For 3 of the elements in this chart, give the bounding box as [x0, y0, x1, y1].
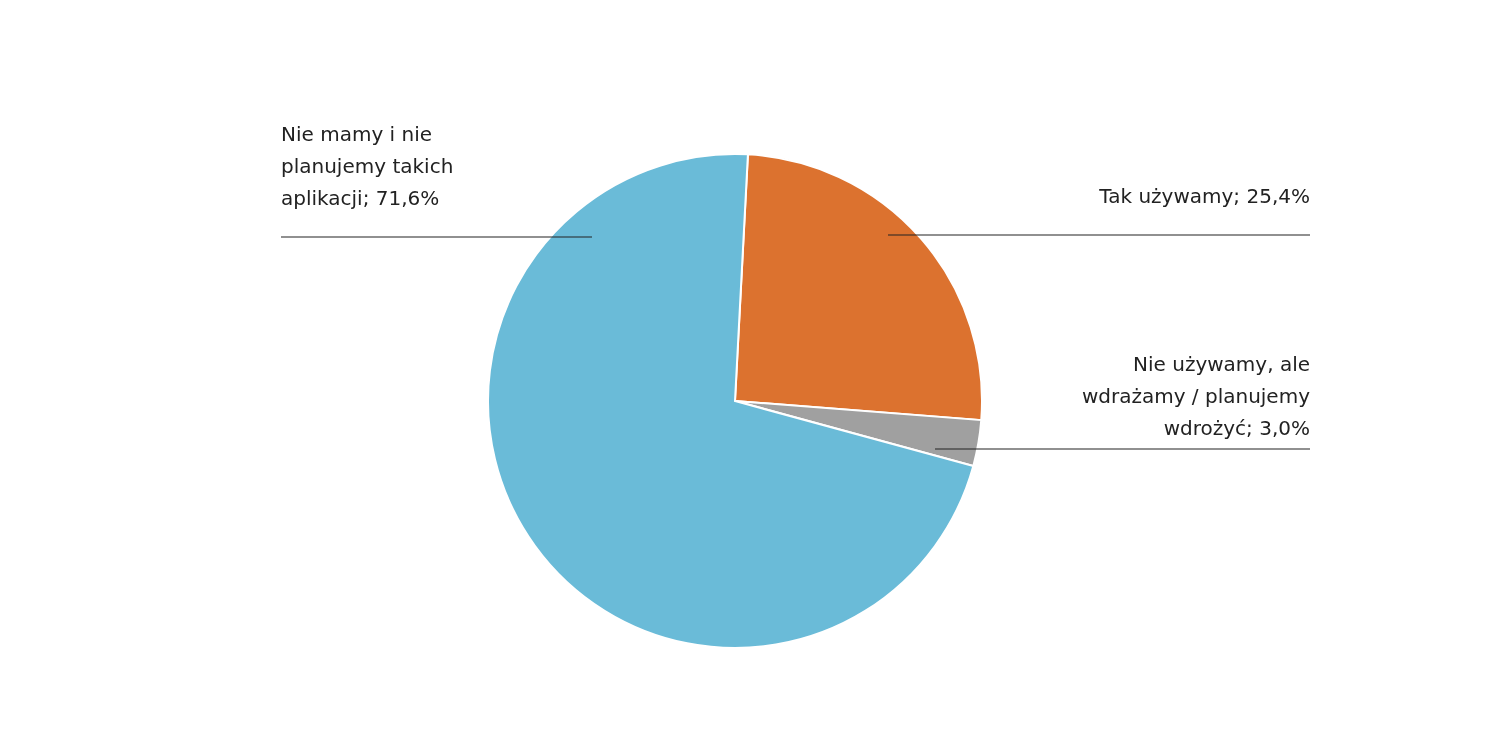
slice-label: Tak używamy; 25,4%	[1098, 184, 1310, 208]
slice-label: Nie używamy, ale wdrażamy / planujemy wdrożyć; 3,0%	[1081, 352, 1311, 440]
slice-label: Nie mamy i nie planujemy takich aplikacji; 71,6%	[281, 122, 454, 210]
